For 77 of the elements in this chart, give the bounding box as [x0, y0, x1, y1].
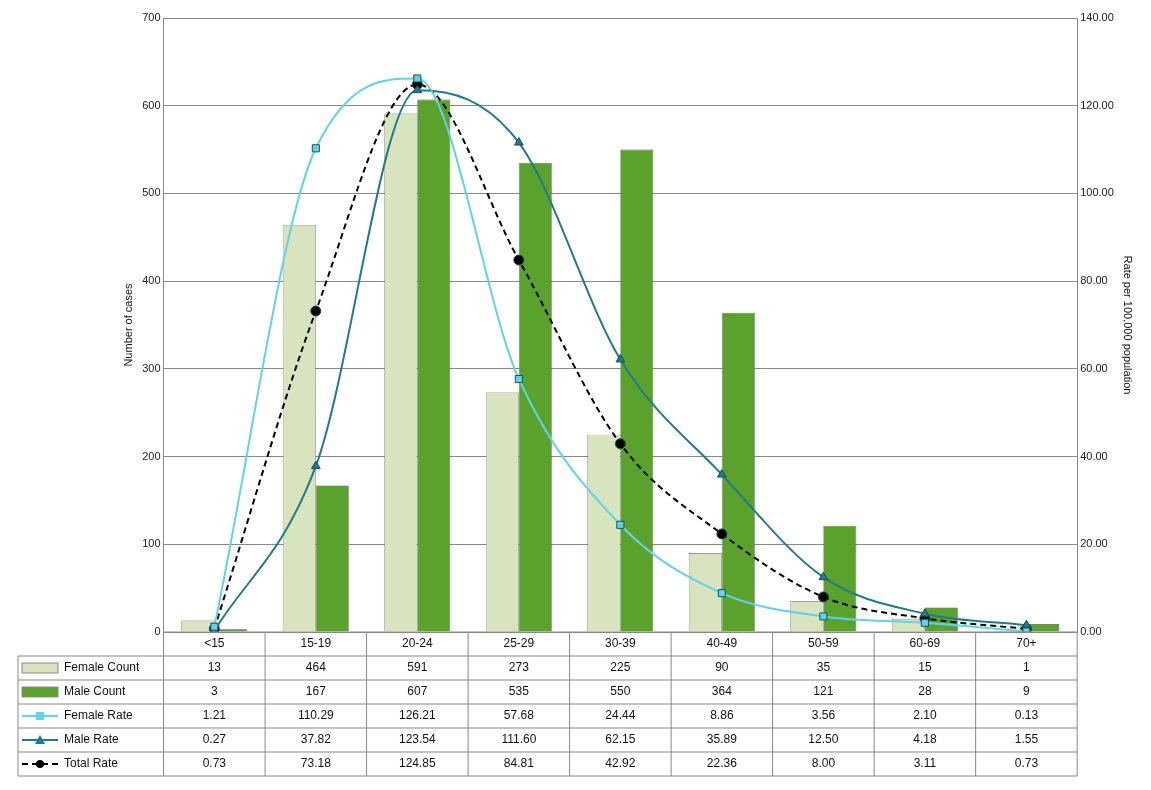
y-tick-label: 600	[142, 98, 161, 111]
data-label: 3.11	[913, 756, 937, 771]
y-tick-label: 500	[142, 186, 161, 199]
data-label: 167	[305, 684, 327, 699]
y-axis-title: Number of cases	[121, 282, 134, 367]
data-label: 126.21	[398, 708, 437, 723]
y2-tick-label: 40.00	[1080, 449, 1108, 462]
y-tick-label: 200	[142, 449, 161, 462]
y2-tick-label: 120.00	[1080, 98, 1114, 111]
x-tick-label: 40-49	[706, 636, 738, 651]
data-label: 0.13	[1014, 708, 1039, 723]
data-label: 15	[918, 660, 932, 675]
data-label: 4.18	[913, 732, 937, 747]
x-tick-label: 50-59	[808, 636, 840, 651]
x-tick-label: 70+	[1016, 636, 1037, 651]
data-label: 550	[610, 684, 631, 699]
y2-tick-label: 60.00	[1080, 361, 1108, 374]
data-label: 364	[711, 684, 733, 699]
y-tick-label: 100	[142, 537, 161, 550]
y2-axis-title: Rate per 100,000 population	[1122, 255, 1135, 395]
legend-label: Male Rate	[64, 732, 120, 747]
x-tick-label: 30-39	[605, 636, 637, 651]
data-label: 84.81	[503, 756, 535, 771]
y2-tick-label: 0.00	[1080, 625, 1102, 638]
data-label: 535	[508, 684, 530, 699]
data-label: 1	[1023, 660, 1031, 675]
data-label: 12.50	[808, 732, 839, 747]
data-label: 37.82	[300, 732, 332, 747]
data-label: 2.10	[913, 708, 937, 723]
legend-label: Total Rate	[64, 756, 119, 771]
data-label: 0.27	[202, 732, 227, 747]
data-label: 464	[305, 660, 327, 675]
data-label: 0.73	[202, 756, 227, 771]
y2-tick-label: 100.00	[1080, 186, 1114, 199]
y2-tick-label: 20.00	[1080, 537, 1108, 550]
data-label: 8.00	[811, 756, 836, 771]
data-label: 8.86	[710, 708, 734, 723]
x-tick-label: 15-19	[300, 636, 332, 651]
legend-label: Female Rate	[64, 708, 134, 723]
data-label: 13	[207, 660, 222, 675]
x-tick-label: 25-29	[503, 636, 535, 651]
data-label: 90	[715, 660, 729, 675]
data-label: 9	[1023, 684, 1031, 699]
y2-tick-label: 140.00	[1080, 11, 1114, 24]
data-label: 273	[508, 660, 530, 675]
data-label: 35.89	[706, 732, 738, 747]
y-tick-label: 700	[142, 11, 161, 24]
data-label: 225	[610, 660, 631, 675]
data-label: 57.68	[503, 708, 535, 723]
data-label: 35	[816, 660, 831, 675]
legend-label: Female Count	[64, 660, 141, 675]
data-label: 591	[407, 660, 428, 675]
data-label: 42.92	[605, 756, 636, 771]
x-tick-label: 20-24	[401, 636, 433, 651]
data-label: 62.15	[605, 732, 636, 747]
data-label: 1.55	[1014, 732, 1039, 747]
data-label: 123.54	[398, 732, 437, 747]
legend-label: Male Count	[64, 684, 127, 699]
y2-tick-label: 80.00	[1080, 274, 1108, 287]
x-tick-label: 60-69	[909, 636, 941, 651]
data-label: 28	[918, 684, 932, 699]
y-tick-label: 0	[154, 625, 161, 638]
y-tick-label: 300	[142, 361, 161, 374]
data-label: 607	[407, 684, 428, 699]
data-label: 0.73	[1014, 756, 1039, 771]
data-label: 3	[210, 684, 218, 699]
data-label: 110.29	[297, 708, 335, 723]
data-label: 121	[813, 684, 834, 699]
data-label: 111.60	[501, 732, 537, 747]
data-label: 1.21	[202, 708, 227, 723]
data-label: 3.56	[811, 708, 836, 723]
y-tick-label: 400	[142, 274, 161, 287]
x-tick-label: <15	[204, 636, 225, 651]
data-label: 24.44	[605, 708, 636, 723]
data-label: 22.36	[706, 756, 738, 771]
data-label: 73.18	[300, 756, 332, 771]
data-label: 124.85	[398, 756, 437, 771]
